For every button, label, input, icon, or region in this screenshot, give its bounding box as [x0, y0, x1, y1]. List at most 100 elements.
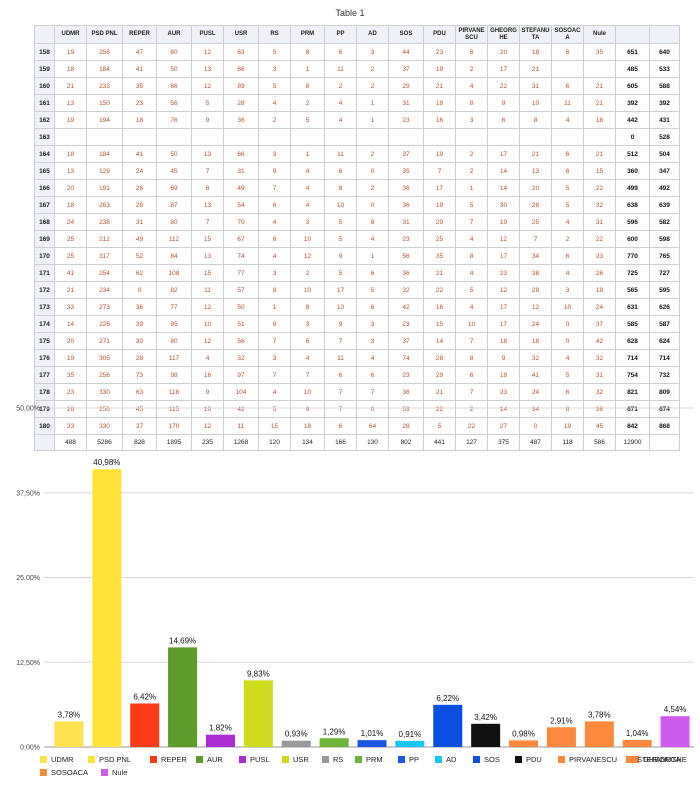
table-cell: 10 [290, 230, 325, 248]
table-cell: 9 [191, 111, 224, 129]
table-cell: 17 [324, 281, 357, 299]
table-cell: 0 [615, 128, 650, 146]
table-cell: 97 [223, 366, 259, 384]
table-cell: 108 [156, 264, 192, 282]
table-cell: 11 [324, 60, 357, 78]
table-cell: 588 [649, 77, 680, 95]
table-cell: 6 [487, 111, 520, 129]
table-cell: 57 [223, 281, 259, 299]
table-cell: 504 [649, 145, 680, 163]
table-cell: 35 [423, 247, 456, 265]
bar [357, 740, 387, 747]
table-cell: 2 [455, 145, 488, 163]
table-cell: 9 [258, 162, 291, 180]
table-cell: 18 [423, 94, 456, 112]
table-cell: 60 [156, 213, 192, 231]
column-header: RS [258, 25, 291, 44]
bar-chart: 0,00% 12,50% 25,00% 37,50% 50,00% 3,78% 40,98%… [16, 406, 694, 777]
table-cell: 5 [455, 196, 488, 214]
data-label: 14,69% [169, 636, 196, 645]
table-cell: 42 [388, 298, 424, 316]
table-row: 167 18 263 28 87 13 54 6 4 10 0 36 19 5 30 28 5 32 638 639 [34, 196, 680, 214]
table-cell: 5 [356, 281, 389, 299]
table-cell [551, 128, 584, 146]
table-cell: 3 [258, 60, 291, 78]
table-row: 158 19 256 47 80 12 63 5 8 6 3 44 23 6 20 18 6 35 651 640 [34, 43, 680, 61]
table-cell: 360 [615, 162, 650, 180]
table-cell: 15 [583, 162, 616, 180]
table-cell: 3 [356, 43, 389, 61]
bar [281, 740, 311, 747]
table-cell: 30 [122, 332, 157, 350]
column-header: AUR [156, 25, 192, 44]
bar [319, 738, 349, 747]
table-cell: 5 [324, 230, 357, 248]
table-cell: 17 [423, 179, 456, 197]
data-label: 0,91% [399, 730, 422, 739]
table-cell: 19 [423, 145, 456, 163]
table-cell: 4 [356, 349, 389, 367]
table-cell: 2 [324, 77, 357, 95]
legend-label: GHEORGHE [643, 755, 687, 764]
table-cell: 4 [551, 349, 584, 367]
legend-label: USR [293, 755, 309, 764]
table-cell: 6 [551, 77, 584, 95]
table-cell: 7 [455, 332, 488, 350]
table-cell: 485 [615, 60, 650, 78]
table-cell: 13 [54, 162, 87, 180]
table-cell: 80 [156, 43, 192, 61]
bar [54, 721, 84, 747]
table-cell: 2 [356, 145, 389, 163]
table-cell: 73 [122, 366, 157, 384]
table-cell: 82 [156, 281, 192, 299]
table-cell: 727 [649, 264, 680, 282]
table-row: 171 41 254 62 108 15 77 3 2 5 6 36 21 4 23 38 4 26 725 727 [34, 264, 680, 282]
table-cell: 24 [519, 315, 552, 333]
table-cell: 5 [455, 281, 488, 299]
table-cell: 4 [551, 213, 584, 231]
table-cell: 194 [86, 111, 123, 129]
table-cell: 624 [649, 332, 680, 350]
table-cell: 37 [388, 145, 424, 163]
table-cell: 6 [290, 77, 325, 95]
table-cell: 4 [290, 349, 325, 367]
table-cell: 9 [324, 315, 357, 333]
bar [509, 740, 539, 747]
table-cell: 9 [487, 349, 520, 367]
table-row: 180 33 330 37 170 12 11 15 18 6 64 28 5 22 27 0 19 45 842 8… [34, 417, 680, 435]
table-cell: 8 [455, 94, 488, 112]
table-cell: 11 [324, 145, 357, 163]
table-cell: 8 [290, 298, 325, 316]
table-cell: 770 [615, 247, 650, 265]
table-cell: 12 [191, 43, 224, 61]
table-cell: 7 [290, 366, 325, 384]
table-cell: 1 [356, 247, 389, 265]
table-cell: 238 [86, 213, 123, 231]
table-cell: 626 [649, 298, 680, 316]
table-cell: 2 [258, 111, 291, 129]
table-cell: 639 [649, 196, 680, 214]
table-cell: 4 [455, 77, 488, 95]
table-cell: 4 [324, 94, 357, 112]
bar [433, 704, 463, 747]
data-label: 4,54% [664, 705, 687, 714]
table-cell [583, 60, 616, 78]
table-cell: 8 [455, 349, 488, 367]
table-cell: 2 [356, 77, 389, 95]
row-id: 161 [34, 94, 55, 112]
table-cell: 80 [156, 332, 192, 350]
table-cell: 21 [583, 77, 616, 95]
table-cell: 36 [388, 179, 424, 197]
table-cell: 21 [583, 145, 616, 163]
table-cell: 8 [324, 179, 357, 197]
table-cell: 0 [356, 196, 389, 214]
table-cell: 5 [290, 111, 325, 129]
table-row: 164 18 184 41 50 13 66 3 1 11 2 37 19 2 17 21 6 21 512 504 [34, 145, 680, 163]
table-cell: 17 [487, 315, 520, 333]
table-cell: 4 [455, 264, 488, 282]
table-cell [156, 128, 192, 146]
row-id: 175 [34, 332, 55, 350]
table-cell: 3 [290, 315, 325, 333]
table-cell: 21 [519, 60, 552, 78]
data-label: 6,42% [133, 692, 156, 701]
